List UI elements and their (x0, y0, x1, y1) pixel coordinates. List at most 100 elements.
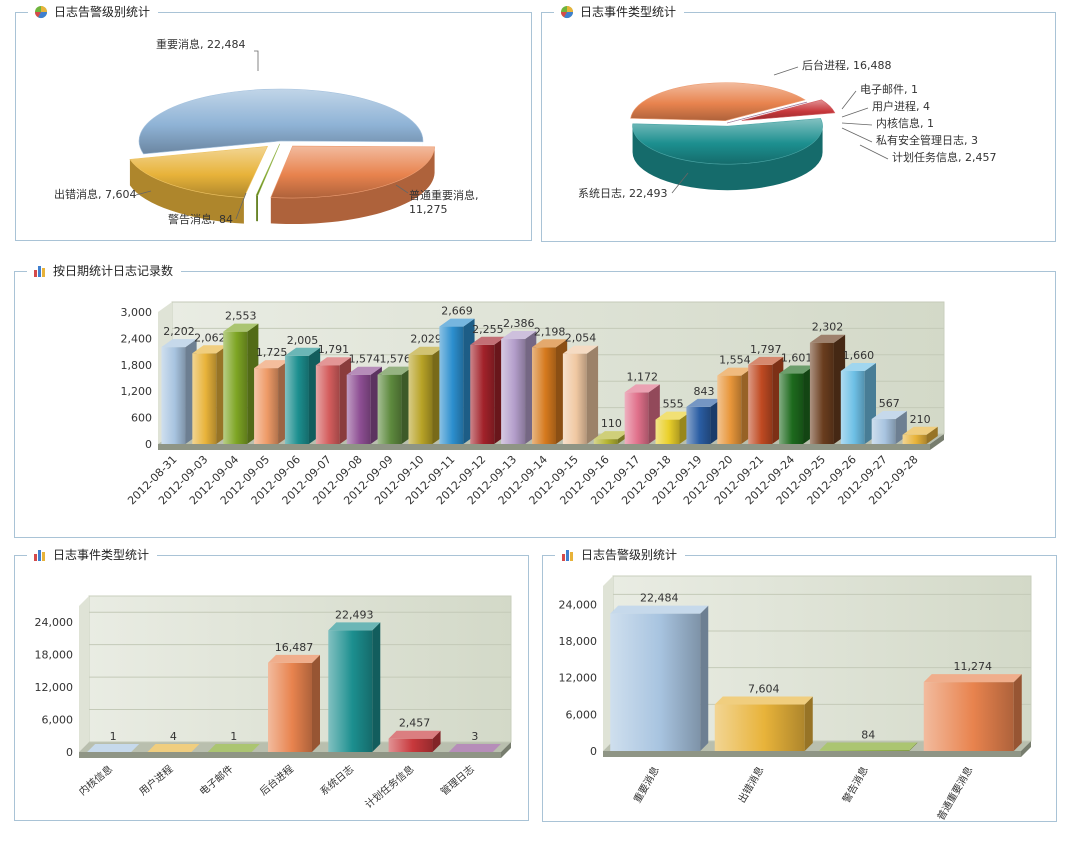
bar-front (902, 434, 927, 444)
plot-floor-edge (158, 444, 930, 450)
x-tick-label: 电子邮件 (197, 762, 236, 798)
bar-top (147, 743, 200, 752)
bar-top (315, 357, 352, 366)
bar-top (655, 411, 691, 420)
pie-slice-label: 后台进程, 16,488 (802, 58, 891, 72)
severity-pie-chart: 重要消息, 22,484 普通重要消息,11,275 警告消息, 84 出错消息, 7… (54, 37, 479, 226)
bar-front (315, 365, 340, 444)
y-tick-label: 12,000 (559, 672, 598, 685)
bar-front (161, 347, 186, 444)
bar-front (840, 370, 865, 444)
bar-value-label: 1,797 (750, 343, 782, 356)
plot-floor-side (501, 742, 511, 758)
pie-leader-line (841, 107, 869, 118)
pie-slice-top (255, 143, 280, 196)
bar-front (388, 738, 433, 752)
x-tick-label: 系统日志 (317, 762, 356, 798)
bar-top (819, 742, 918, 751)
bar-top (377, 366, 413, 375)
bar-front (624, 392, 649, 444)
bar-front (439, 326, 464, 444)
bar-top (408, 346, 444, 355)
y-tick-label: 18,000 (35, 649, 74, 662)
panel-title: 日志事件类型统计 (580, 5, 677, 19)
panel-title: 日志事件类型统计 (53, 548, 150, 562)
bar-value-label: 1 (230, 730, 237, 743)
bar (562, 345, 599, 444)
bar-top (501, 331, 537, 340)
severity-pie-panel: 日志告警级别统计 重要消息, 22,484 普通重要消息, 11,275 警告消息, … (15, 4, 532, 241)
bar-value-label: 555 (663, 398, 684, 411)
bar-value-label: 1,725 (256, 346, 288, 359)
bar-front (223, 331, 248, 444)
bar-side (251, 743, 260, 752)
y-tick-label: 24,000 (35, 616, 74, 629)
pie-slice-label: 用户进程, 4 (872, 99, 930, 113)
bar-side (312, 654, 320, 752)
bar (902, 426, 938, 444)
pie-slice-label: 私有安全管理日志, 3 (876, 133, 978, 147)
bar-top (624, 384, 660, 393)
pie-leader-line (841, 127, 873, 143)
bar-top (192, 345, 228, 354)
pie-slice-top (270, 145, 435, 199)
plot-floor-edge (603, 751, 1021, 757)
bar-side (131, 743, 140, 752)
bar-side (372, 622, 381, 752)
bar-front (714, 704, 805, 751)
bar-top (268, 654, 320, 663)
bar (448, 743, 501, 752)
x-tick-label: 内核信息 (76, 762, 115, 798)
pie-slice-label: 计划任务信息, 2,457 (892, 150, 996, 164)
bar-value-label: 2,302 (812, 321, 844, 334)
bar-front (610, 613, 701, 751)
y-tick-label: 24,000 (559, 598, 598, 611)
bar (315, 357, 352, 444)
pie-slice-top (129, 146, 268, 198)
x-tick-label: 计划任务信息 (362, 762, 416, 811)
y-tick-label: 0 (145, 438, 152, 451)
bar-top (470, 336, 506, 345)
x-tick-label: 管理日志 (438, 762, 477, 798)
x-tick-label: 重要消息 (631, 764, 662, 805)
bar-value-label: 3 (471, 730, 478, 743)
bar (470, 336, 506, 444)
severity-pie-header: 日志告警级别统计 (28, 4, 159, 20)
bar-top (562, 345, 599, 354)
bar-side (492, 743, 501, 752)
bar-top (284, 347, 321, 356)
bar-top (717, 367, 753, 376)
bar-side (926, 426, 938, 444)
plot-floor-side (1021, 741, 1031, 757)
bar (819, 742, 918, 751)
y-tick-label: 6,000 (42, 714, 74, 727)
pie-slice-top (726, 101, 808, 124)
pie-slice-label: 系统日志, 22,493 (578, 187, 667, 200)
severity-bar-chart: 0 6,000 12,000 18,000 24,000 22,484 重要消息 7,604 出… (559, 575, 1032, 822)
event-pie-chart: 后台进程, 16,488 电子邮件, 1 用户进程, 4 内核信息, 1 私有安全管理日… (578, 58, 996, 200)
bar-front (686, 406, 711, 444)
bar (439, 318, 475, 444)
event-bar-panel: 日志事件类型统计 0 6,000 12,000 18,000 24,000 1 内核信息 4 用… (14, 547, 529, 821)
bar-value-label: 1,601 (781, 352, 813, 365)
bar-front (532, 347, 556, 444)
bar-front (562, 353, 587, 444)
bar-front (328, 630, 373, 752)
pie-slice-top (630, 82, 806, 121)
pie-slice-label: 普通重要消息, (409, 188, 479, 202)
bar-front (748, 364, 773, 444)
bar-top (254, 360, 290, 369)
bar-value-label: 2,054 (565, 332, 597, 345)
event-pie-header: 日志事件类型统计 (554, 4, 685, 20)
pie-slice-side (270, 146, 435, 225)
bar-top (439, 318, 475, 327)
y-tick-label: 18,000 (559, 635, 598, 648)
bar-front (655, 419, 680, 444)
bar-side (804, 696, 813, 751)
bar-top (532, 339, 568, 348)
y-tick-label: 600 (131, 412, 152, 425)
bar (377, 366, 413, 444)
bar (686, 398, 722, 444)
bar (161, 339, 197, 444)
bar-value-label: 2,198 (534, 325, 566, 338)
